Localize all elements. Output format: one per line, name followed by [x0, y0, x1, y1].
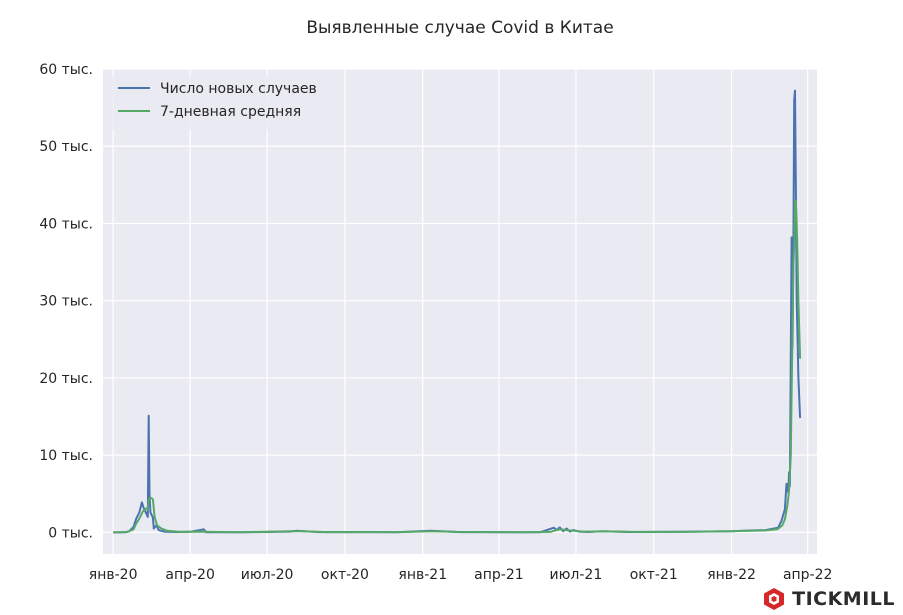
- x-tick-label: июл-20: [241, 567, 294, 583]
- x-tick-label: окт-20: [321, 567, 369, 583]
- y-tick-label: 10 тыс.: [39, 448, 93, 464]
- grid-lines: [103, 68, 817, 554]
- x-tick-label: апр-21: [474, 567, 524, 583]
- series-line-7day-average: [113, 199, 802, 534]
- x-tick-label: апр-20: [165, 567, 215, 583]
- tickmill-logo-icon: [764, 588, 785, 610]
- y-tick-label: 50 тыс.: [39, 139, 93, 155]
- series-lines: [113, 89, 802, 534]
- x-tick-label: янв-22: [707, 567, 756, 583]
- y-tick-label: 0 тыс.: [48, 525, 93, 541]
- plot-background: [103, 69, 817, 554]
- legend-label-7day-average: 7-дневная средняя: [160, 104, 301, 120]
- y-axis-ticks: 0 тыс. 10 тыс. 20 тыс. 30 тыс. 40 тыс. 50 тыс…: [39, 62, 93, 541]
- x-tick-label: янв-20: [89, 567, 138, 583]
- x-tick-label: янв-21: [398, 567, 447, 583]
- x-tick-label: июл-21: [550, 567, 603, 583]
- legend: Число новых случаев 7-дневная средняя: [110, 76, 338, 130]
- y-tick-label: 60 тыс.: [39, 62, 93, 78]
- x-axis-ticks: янв-20 апр-20 июл-20 окт-20 янв-21 апр-21 июл-…: [89, 567, 833, 583]
- y-tick-label: 30 тыс.: [39, 294, 93, 310]
- chart-title: Выявленные случае Covid в Китае: [306, 18, 614, 38]
- brand: TICKMILL: [762, 587, 895, 611]
- legend-label-new-cases: Число новых случаев: [160, 81, 317, 97]
- y-tick-label: 40 тыс.: [39, 216, 93, 232]
- y-tick-label: 20 тыс.: [39, 371, 93, 387]
- x-tick-label: окт-21: [630, 567, 678, 583]
- brand-name: TICKMILL: [792, 588, 895, 610]
- legend-frame: [110, 76, 338, 130]
- x-tick-label: апр-22: [783, 567, 833, 583]
